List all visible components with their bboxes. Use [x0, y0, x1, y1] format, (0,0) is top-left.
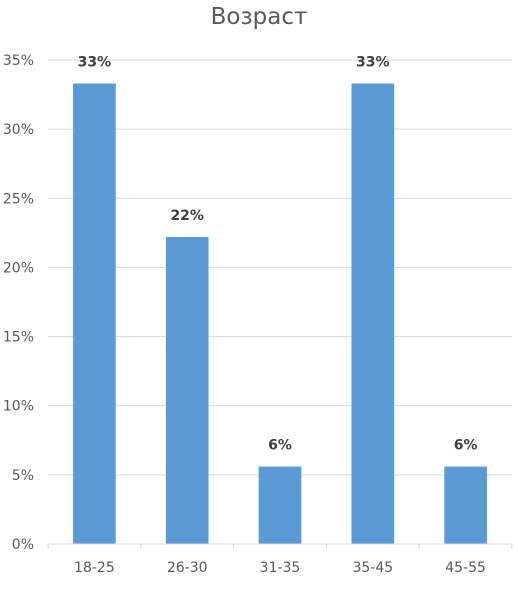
data-label: 22%: [170, 208, 204, 224]
bar-26-30: [165, 237, 209, 544]
x-tick-label: 31-35: [260, 560, 301, 576]
x-tick-label: 18-25: [74, 560, 115, 576]
y-tick-label: 20%: [3, 260, 34, 276]
y-tick-label: 5%: [12, 468, 34, 484]
y-tick-label: 0%: [12, 537, 34, 553]
x-tick-label: 45-55: [445, 560, 486, 576]
y-tick-label: 10%: [3, 399, 34, 415]
data-label: 33%: [78, 55, 112, 71]
data-label: 6%: [268, 438, 292, 454]
chart-title: Возраст: [210, 4, 308, 30]
x-tick-label: 26-30: [167, 560, 208, 576]
bar-31-35: [258, 466, 302, 544]
bar-35-45: [351, 83, 395, 544]
y-tick-label: 15%: [3, 330, 34, 346]
bar-45-55: [444, 466, 487, 544]
y-tick-label: 25%: [3, 191, 34, 207]
data-label: 33%: [356, 55, 390, 71]
data-label: 6%: [454, 438, 478, 454]
y-tick-label: 30%: [3, 122, 34, 138]
bar-18-25: [73, 83, 116, 544]
y-tick-label: 35%: [3, 53, 34, 69]
x-tick-label: 35-45: [352, 560, 393, 576]
